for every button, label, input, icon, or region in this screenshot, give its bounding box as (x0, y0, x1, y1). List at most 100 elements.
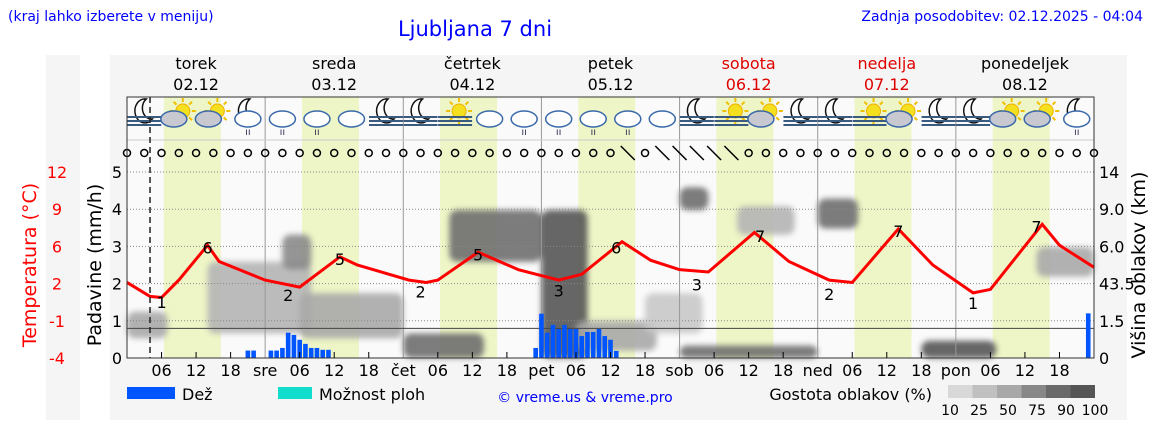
day-date-0: 02.12 (173, 75, 219, 94)
wind-barb (654, 145, 670, 161)
rain-bar (274, 350, 279, 358)
sun-ray (1036, 101, 1041, 106)
drizzle-mark: ıı (556, 127, 562, 138)
credit-link[interactable]: © vreme.us & vreme.pro (497, 390, 672, 406)
precip-tick: 0 (112, 349, 122, 368)
cloud-patch (282, 234, 312, 270)
legend-rain-swatch (127, 387, 175, 399)
sun-ray (898, 101, 903, 106)
cloud-patch (679, 187, 709, 210)
cloud-height-tick: 6.0 (1099, 237, 1124, 256)
partly-cloudy-day-icon (194, 98, 231, 128)
wind-calm-marker (882, 148, 892, 158)
hour-tick: 12 (877, 361, 897, 380)
temp-extreme-label: 6 (611, 238, 621, 257)
moon-fog-icon (127, 98, 162, 126)
wind-barb (620, 145, 636, 161)
moon-fog-icon (679, 98, 714, 126)
cloud-shape (303, 110, 331, 128)
temp-axis-label: Temperatura (°C) (19, 183, 41, 348)
wind-calm-marker (778, 148, 788, 158)
cloud-height-tick: 14 (1099, 163, 1119, 182)
legend-showers-swatch (278, 387, 312, 399)
wind-calm-marker (329, 148, 339, 158)
wind-calm-marker (450, 148, 460, 158)
temp-extreme-label: 2 (283, 286, 293, 305)
drizzle-mark: ıı (1074, 127, 1080, 138)
wind-calm-marker (934, 148, 943, 158)
temp-extreme-label: 6 (202, 238, 212, 257)
legend-showers-label: Možnost ploh (319, 385, 425, 404)
moon-fog-icon (783, 98, 818, 126)
rain-bar (280, 347, 285, 358)
wind-barb (706, 145, 722, 161)
hour-tick: 12 (462, 361, 482, 380)
wind-calm-marker (347, 148, 356, 158)
day-date-4: 06.12 (726, 75, 772, 94)
wind-calm-marker (485, 148, 494, 158)
legend: Dež Možnost ploh © vreme.us & vreme.pro … (127, 385, 1108, 419)
sun-ray (172, 101, 178, 106)
sun-fog-icon (714, 98, 749, 126)
density-swatch (972, 385, 997, 398)
day-name-0: torek (175, 54, 217, 73)
sun-ray (1051, 116, 1057, 121)
cloud-shape (475, 110, 504, 128)
day-date-5: 07.12 (864, 75, 910, 94)
cloud-shape (1023, 110, 1051, 128)
wind-calm-marker (433, 148, 443, 158)
wind-calm-marker (191, 148, 201, 158)
wind-calm-marker (381, 148, 391, 158)
rain-bar (590, 331, 596, 358)
wind-barb (723, 145, 739, 161)
precip-tick: 1 (112, 312, 122, 331)
temp-extreme-label: 5 (335, 250, 345, 269)
cloud-icon (648, 110, 677, 128)
sun-ray (760, 101, 765, 106)
wind-calm-marker (571, 148, 581, 158)
temp-extreme-label: 2 (415, 283, 425, 302)
cloud-shape (648, 110, 677, 128)
cloud-shape (194, 110, 223, 128)
moon-cloud-drizzle-icon: ıı (234, 98, 262, 138)
rain-bar (251, 350, 256, 358)
sun-ray (1001, 101, 1007, 106)
moon-fog-icon (956, 98, 991, 126)
sun-shape (866, 103, 882, 119)
sun-fog-icon (438, 98, 473, 126)
cloud-patch (403, 333, 484, 358)
precip-tick: 4 (112, 200, 122, 219)
day-abbr-tick: ned (803, 361, 833, 380)
hour-tick: 12 (186, 361, 206, 380)
rain-bar (579, 336, 585, 358)
hour-tick: 06 (566, 361, 586, 380)
wind-calm-marker (364, 148, 373, 158)
temp-extreme-label: 3 (692, 276, 702, 295)
sun-ray (913, 116, 918, 121)
rain-bar (585, 331, 590, 358)
temp-extreme-label: 3 (554, 281, 564, 300)
cloud-height-tick: 43.5 (1099, 275, 1135, 294)
temp-tick: -1 (49, 312, 65, 331)
density-tick: 25 (970, 403, 988, 419)
location-hint: (kraj lahko izberete v meniju) (8, 9, 214, 25)
sun-ray (775, 101, 780, 106)
cloud-icon (475, 110, 504, 128)
sun-ray (725, 101, 730, 106)
cloud-patch (645, 293, 703, 334)
sun-ray (1017, 101, 1022, 106)
page-title: Ljubljana 7 dni (398, 17, 552, 41)
sun-ray (1017, 116, 1022, 121)
last-updated: Zadnja posodobitev: 02.12.2025 - 04:04 (861, 9, 1143, 25)
wind-calm-marker (157, 148, 166, 158)
wind-calm-marker (502, 148, 512, 158)
drizzle-mark: ıı (314, 127, 320, 138)
sun-ray (1051, 101, 1057, 106)
hour-tick: 06 (428, 361, 448, 380)
temp-axis-panel (46, 55, 80, 420)
wind-calm-marker (519, 148, 529, 158)
rain-bar (308, 347, 314, 358)
cloud-height-tick: 0 (1099, 349, 1109, 368)
sun-ray (222, 116, 228, 121)
legend-rain-label: Dež (182, 385, 213, 404)
